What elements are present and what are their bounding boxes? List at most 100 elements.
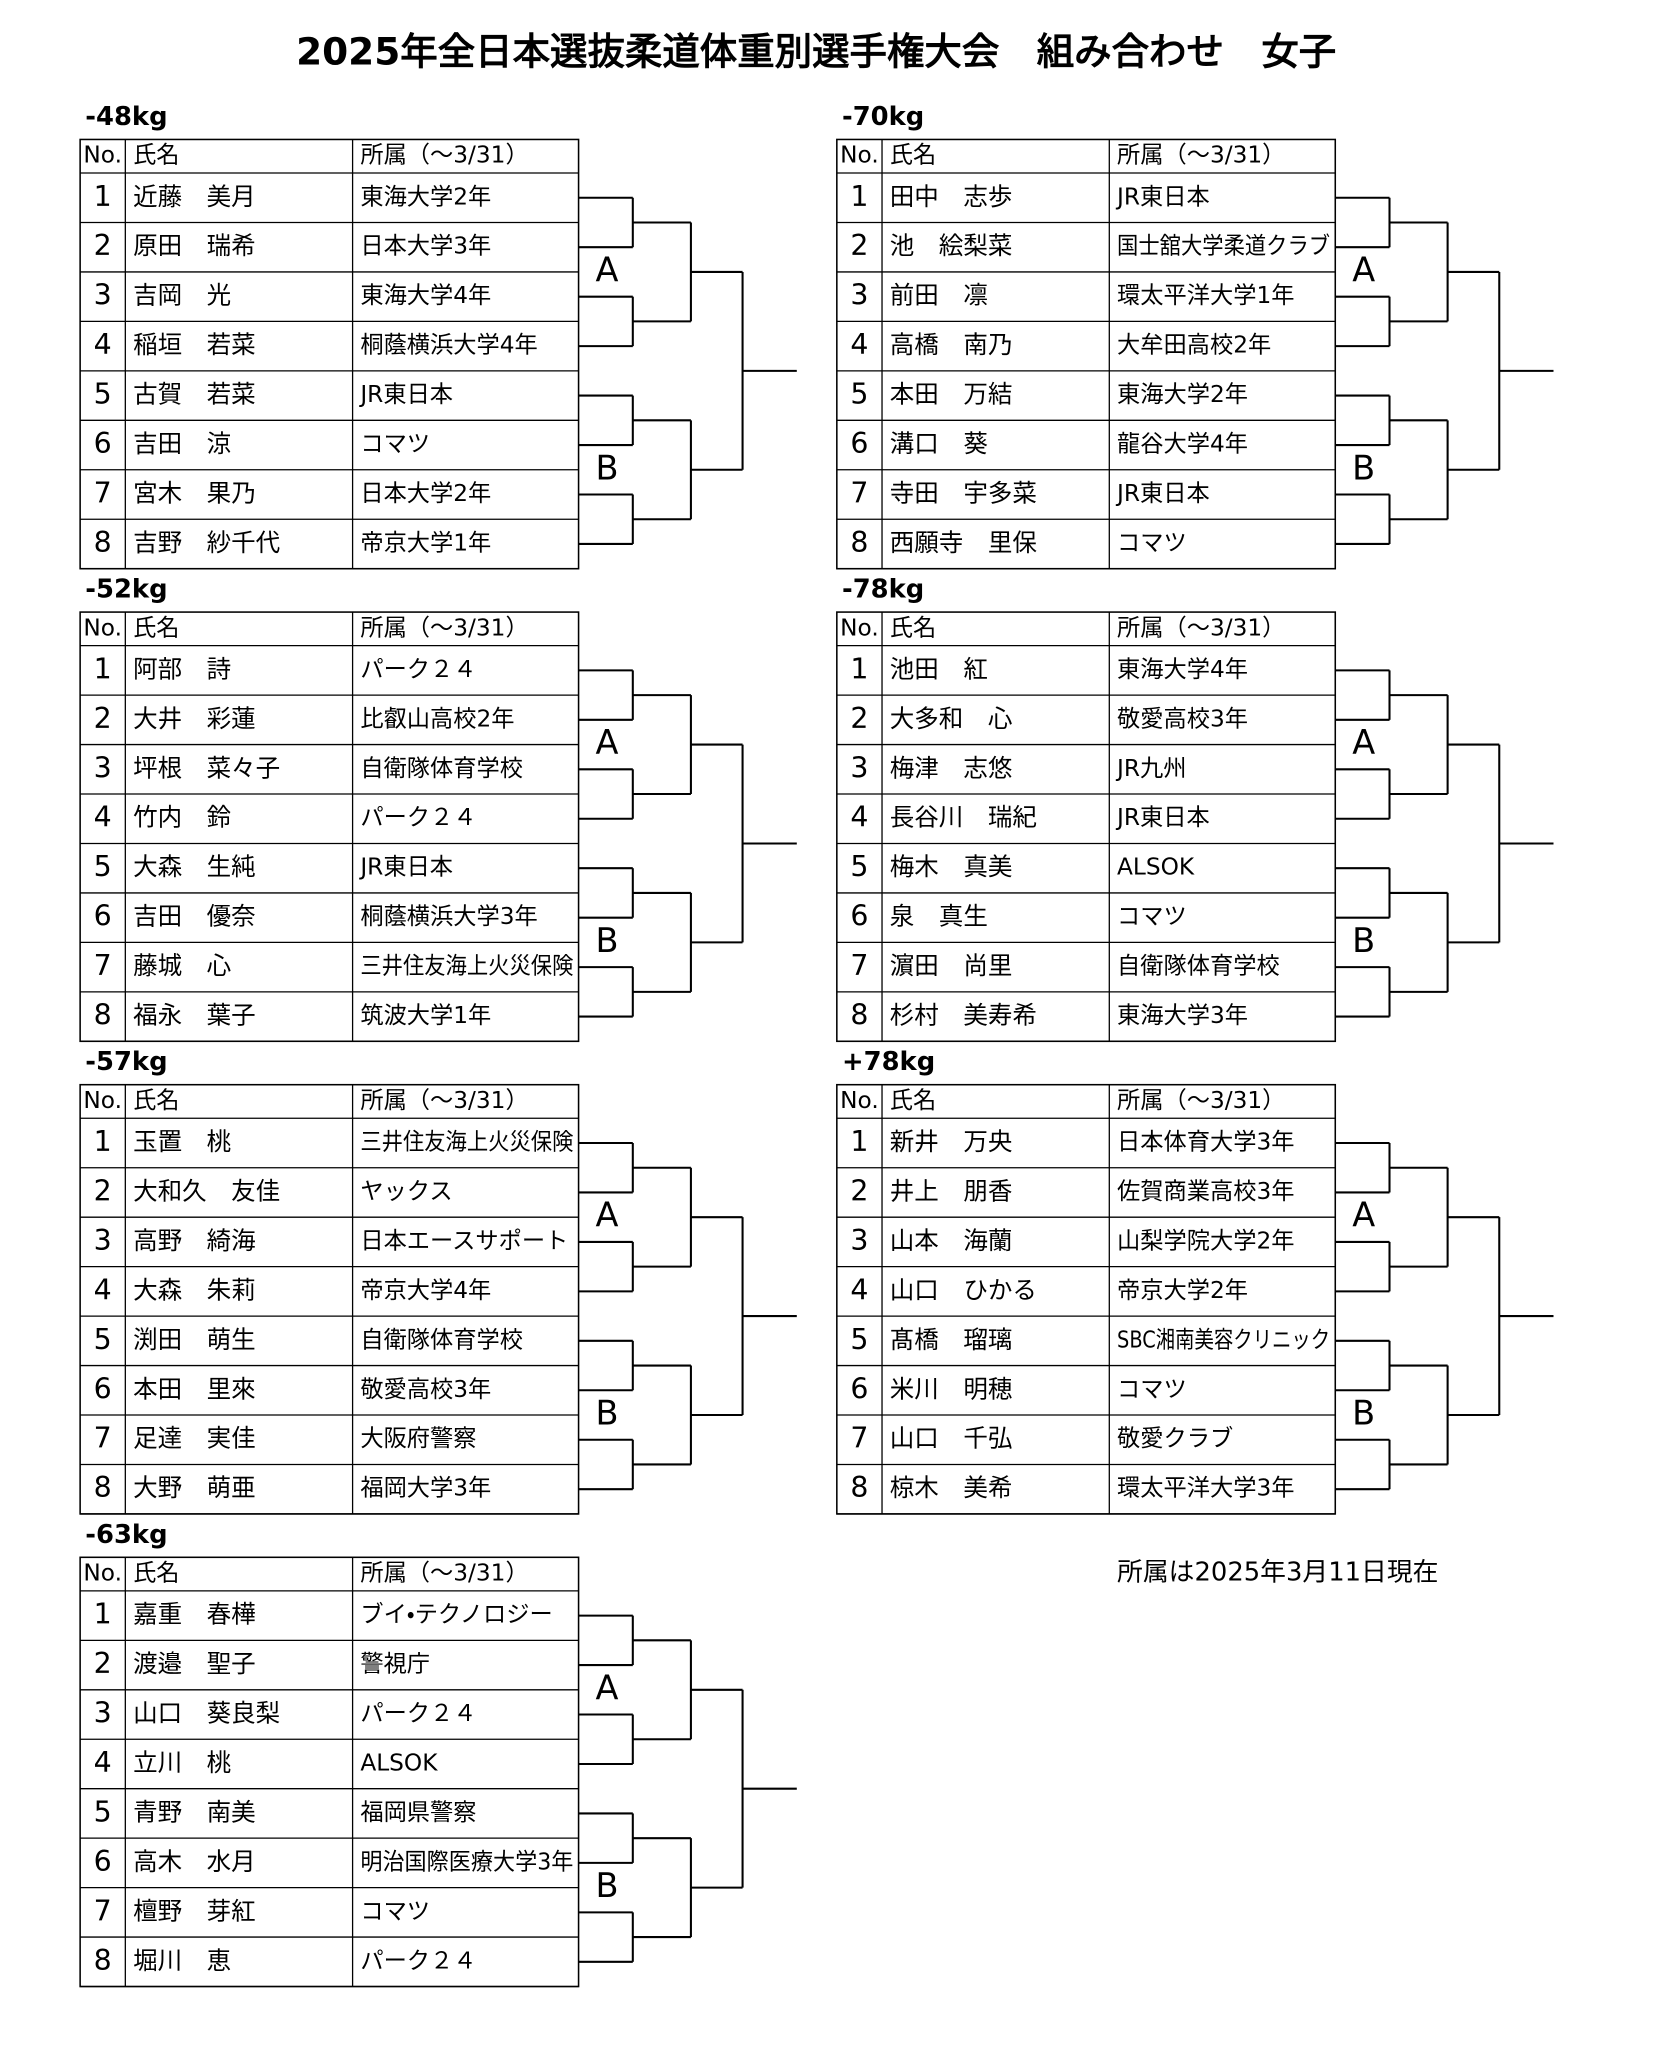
pool-label: B xyxy=(595,448,618,487)
athlete-name: 大野 萌亜 xyxy=(133,1473,256,1502)
athlete-name: 吉田 涼 xyxy=(133,429,231,458)
affiliation: 福岡大学3年 xyxy=(360,1475,491,1502)
entry-number: 4 xyxy=(850,1273,868,1306)
entry-number: 6 xyxy=(94,1372,112,1405)
athlete-name: 宮木 果乃 xyxy=(133,479,256,508)
entry-number: 5 xyxy=(850,378,868,411)
title: 2025年全日本選抜柔道体重別選手権大会 組み合わせ 女子 xyxy=(296,30,1336,74)
athlete-name: 原田 瑞希 xyxy=(133,231,256,260)
athlete-name: 高橋 南乃 xyxy=(890,330,1013,359)
athlete-name: 大井 彩蓮 xyxy=(133,704,256,733)
affiliation: パーク２４ xyxy=(360,804,476,831)
pool-label: A xyxy=(595,723,618,762)
athlete-name: 井上 朋香 xyxy=(890,1176,1013,1205)
affiliation: 自衛隊体育学校 xyxy=(360,1326,523,1353)
affiliation: 佐賀商業高校3年 xyxy=(1117,1178,1294,1205)
entry-number: 8 xyxy=(94,1471,112,1504)
athlete-name: 福永 葉子 xyxy=(133,1001,256,1030)
athlete-name: 高木 水月 xyxy=(133,1847,256,1876)
affiliation: 日本体育大学3年 xyxy=(1117,1128,1294,1155)
affiliation: パーク２４ xyxy=(360,1700,476,1727)
entry-number: 6 xyxy=(850,900,868,933)
column-header: 氏名 xyxy=(133,1560,179,1587)
entry-number: 2 xyxy=(850,229,868,262)
athlete-name: 竹内 鈴 xyxy=(133,803,231,832)
pool-label: A xyxy=(595,250,618,289)
weight-label: -57kg xyxy=(85,1047,167,1077)
athlete-name: 溝口 葵 xyxy=(890,429,988,458)
pool-label: B xyxy=(595,1866,618,1905)
column-header: 所属（～3/31） xyxy=(1117,1087,1285,1114)
entry-number: 2 xyxy=(850,1174,868,1207)
column-header: No. xyxy=(840,1087,879,1114)
athlete-name: 新井 万央 xyxy=(890,1127,1013,1156)
affiliation: コマツ xyxy=(1117,529,1187,556)
entry-number: 7 xyxy=(850,1422,868,1455)
entry-number: 2 xyxy=(94,229,112,262)
pool-label: B xyxy=(1352,1394,1375,1433)
athlete-name: 吉岡 光 xyxy=(133,281,231,310)
entry-number: 1 xyxy=(94,1598,112,1631)
entry-number: 1 xyxy=(94,180,112,213)
pool-label: B xyxy=(1352,448,1375,487)
entry-number: 4 xyxy=(850,801,868,834)
entry-number: 8 xyxy=(94,999,112,1032)
athlete-name: 杉村 美寿希 xyxy=(890,1001,1037,1030)
athlete-name: 稲垣 若菜 xyxy=(133,330,256,359)
affiliation: 桐蔭横浜大学4年 xyxy=(360,332,537,359)
entry-number: 1 xyxy=(850,180,868,213)
entry-number: 1 xyxy=(94,1125,112,1158)
entry-number: 5 xyxy=(850,1323,868,1356)
affiliation: 福岡県警察 xyxy=(360,1799,476,1826)
column-header: 所属（～3/31） xyxy=(360,142,528,169)
athlete-name: 前田 凛 xyxy=(890,281,988,310)
entry-number: 3 xyxy=(94,751,112,784)
athlete-name: 髙橋 瑠璃 xyxy=(890,1325,1013,1354)
athlete-name: 大和久 友佳 xyxy=(133,1176,280,1205)
column-header: 所属（～3/31） xyxy=(360,614,528,641)
pool-label: A xyxy=(595,1196,618,1235)
athlete-name: 泉 真生 xyxy=(890,902,988,931)
entry-number: 3 xyxy=(850,279,868,312)
athlete-name: 山口 千弘 xyxy=(890,1424,1013,1453)
entry-number: 4 xyxy=(94,801,112,834)
athlete-name: 西願寺 里保 xyxy=(890,528,1038,557)
pool-label: A xyxy=(1352,1196,1375,1235)
athlete-name: 大森 生純 xyxy=(133,852,256,881)
entry-number: 3 xyxy=(850,751,868,784)
entry-number: 5 xyxy=(94,850,112,883)
affiliation: ヤックス xyxy=(360,1178,452,1205)
athlete-name: 渕田 萌生 xyxy=(133,1325,256,1354)
affiliation: コマツ xyxy=(360,1898,430,1925)
affiliation: 桐蔭横浜大学3年 xyxy=(360,903,537,930)
affiliation: 大牟田高校2年 xyxy=(1117,332,1271,359)
affiliation: 東海大学4年 xyxy=(360,282,491,309)
affiliation: 帝京大学4年 xyxy=(360,1277,491,1304)
athlete-name: 梅津 志悠 xyxy=(890,753,1013,782)
pool-label: A xyxy=(1352,723,1375,762)
entry-number: 6 xyxy=(850,427,868,460)
entry-number: 4 xyxy=(94,328,112,361)
entry-number: 5 xyxy=(94,1795,112,1828)
weight-label: -70kg xyxy=(842,102,924,132)
column-header: 氏名 xyxy=(133,614,179,641)
affiliation: 警視庁 xyxy=(360,1651,430,1678)
affiliation: JR東日本 xyxy=(1115,183,1210,210)
affiliation: 帝京大学1年 xyxy=(360,529,491,556)
entry-number: 1 xyxy=(850,1125,868,1158)
column-header: 所属（～3/31） xyxy=(1117,142,1285,169)
affiliation: 日本大学3年 xyxy=(360,233,491,260)
affiliation: コマツ xyxy=(1117,903,1187,930)
column-header: No. xyxy=(83,1560,122,1587)
column-header: 氏名 xyxy=(890,142,936,169)
entry-number: 2 xyxy=(850,702,868,735)
affiliation: ALSOK xyxy=(360,1749,438,1776)
affiliation: ALSOK xyxy=(1117,854,1195,881)
affiliation: 日本エースサポート xyxy=(360,1227,568,1254)
affiliation: 自衛隊体育学校 xyxy=(1117,953,1280,980)
entry-number: 2 xyxy=(94,702,112,735)
athlete-name: 藤城 心 xyxy=(133,951,231,980)
affiliation: 敬愛クラブ xyxy=(1117,1425,1233,1452)
athlete-name: 大多和 心 xyxy=(890,704,1013,733)
